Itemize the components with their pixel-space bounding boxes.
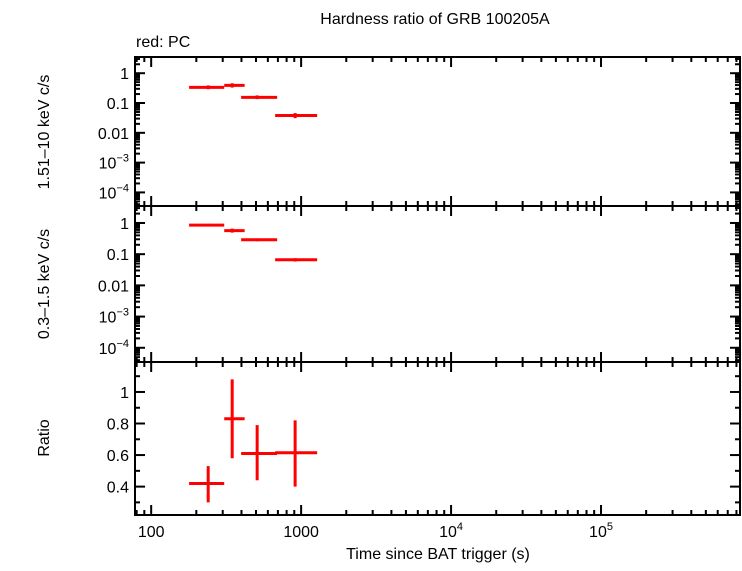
chart-title: Hardness ratio of GRB 100205A [320,11,550,28]
y-axis-label-soft: 0.3–1.5 keV c/s [36,229,53,339]
y-tick-label: 1 [120,66,129,83]
x-tick-label: 105 [589,521,613,541]
y-tick-label: 0.01 [98,126,129,143]
y-tick-label: 1 [120,216,129,233]
y-axis-label-hard: 1.51–10 keV c/s [36,75,53,190]
y-tick-label: 10−4 [99,338,129,358]
y-tick-label: 0.1 [107,96,129,113]
y-tick-label: 0.8 [107,417,129,434]
y-tick-label: 10−3 [99,153,129,173]
chart-subtitle: red: PC [136,34,190,51]
x-axis-label: Time since BAT trigger (s) [346,546,530,563]
x-tick-label: 1000 [283,524,319,541]
x-tick-label: 100 [138,524,165,541]
x-tick-label: 104 [439,521,463,541]
y-tick-label: 0.4 [107,480,129,497]
y-tick-label: 0.6 [107,448,129,465]
y-axis-label-ratio: Ratio [36,419,53,456]
y-tick-label: 0.1 [107,247,129,264]
y-tick-label: 10−3 [99,307,129,327]
y-tick-label: 10−4 [99,182,129,202]
panel-frame [134,56,741,207]
panel-frame [134,361,741,516]
y-tick-label: 1 [120,385,129,402]
y-tick-label: 0.01 [98,278,129,295]
